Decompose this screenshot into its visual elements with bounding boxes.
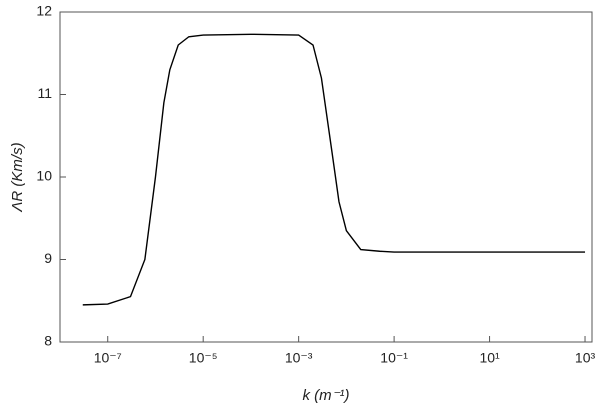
x-tick-label: 10⁻³ [285, 350, 313, 366]
plot-frame [59, 11, 593, 343]
y-axis-title: ΛR (Km/s) [9, 142, 26, 212]
x-tick-label: 10⁻¹ [380, 350, 408, 366]
x-tick-label: 10¹ [479, 350, 500, 366]
line [82, 33, 586, 306]
y-tick-label: 8 [44, 333, 52, 349]
x-tick-label: 10⁻⁵ [189, 350, 218, 366]
x-tick-label: 10⁻⁷ [94, 350, 122, 366]
y-tick-label: 12 [36, 3, 52, 19]
y-tick-label: 11 [37, 85, 52, 101]
x-tick-label: 10³ [575, 350, 596, 366]
y-tick-label: 10 [36, 168, 52, 184]
y-tick-label: 9 [44, 250, 52, 266]
x-axis-title: k (m⁻¹) [302, 387, 349, 404]
